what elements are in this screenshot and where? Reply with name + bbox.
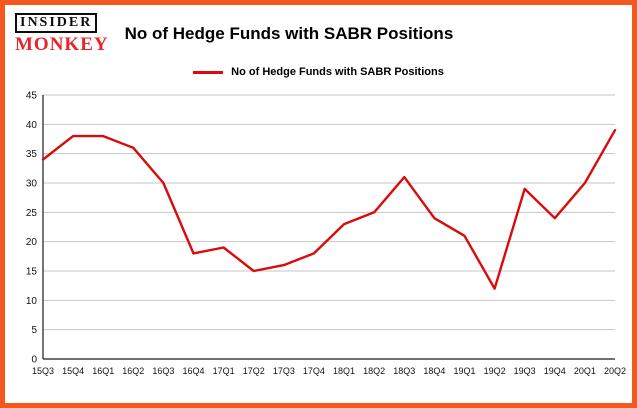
svg-text:16Q3: 16Q3	[152, 366, 174, 376]
svg-text:15Q4: 15Q4	[62, 366, 84, 376]
svg-text:40: 40	[26, 120, 38, 131]
svg-text:19Q2: 19Q2	[484, 366, 506, 376]
svg-text:19Q4: 19Q4	[544, 366, 566, 376]
legend: No of Hedge Funds with SABR Positions	[5, 66, 632, 78]
svg-text:19Q3: 19Q3	[514, 366, 536, 376]
svg-text:20Q2: 20Q2	[604, 366, 626, 376]
svg-text:5: 5	[31, 325, 37, 336]
svg-text:35: 35	[26, 149, 38, 160]
svg-text:20: 20	[26, 237, 38, 248]
svg-text:18Q3: 18Q3	[393, 366, 415, 376]
header: INSIDER MONKEY No of Hedge Funds with SA…	[5, 5, 632, 54]
logo-monkey-text: MONKEY	[15, 34, 109, 55]
svg-text:17Q2: 17Q2	[243, 366, 265, 376]
svg-text:10: 10	[26, 296, 38, 307]
svg-text:18Q2: 18Q2	[363, 366, 385, 376]
insider-monkey-logo: INSIDER MONKEY	[15, 13, 109, 54]
svg-text:17Q1: 17Q1	[213, 366, 235, 376]
svg-text:18Q4: 18Q4	[423, 366, 445, 376]
svg-text:25: 25	[26, 208, 38, 219]
logo-insider-text: INSIDER	[15, 13, 98, 33]
chart-area: 0 5 10 15 20 25 30 35 40 45 15Q3 15Q4 16Q1 16Q2 16Q3 16…	[9, 85, 628, 399]
svg-text:45: 45	[26, 91, 38, 102]
line-chart: 0 5 10 15 20 25 30 35 40 45 15Q3 15Q4 16Q1 16Q2 16Q3 16…	[26, 91, 626, 377]
svg-text:17Q3: 17Q3	[273, 366, 295, 376]
svg-text:16Q2: 16Q2	[122, 366, 144, 376]
svg-text:15Q3: 15Q3	[32, 366, 54, 376]
svg-text:20Q1: 20Q1	[574, 366, 596, 376]
svg-text:17Q4: 17Q4	[303, 366, 325, 376]
chart-title: No of Hedge Funds with SABR Positions	[124, 23, 454, 43]
svg-text:16Q1: 16Q1	[92, 366, 114, 376]
legend-line-swatch	[193, 70, 224, 74]
svg-text:30: 30	[26, 179, 38, 190]
svg-text:19Q1: 19Q1	[453, 366, 475, 376]
svg-text:15: 15	[26, 267, 38, 278]
svg-text:0: 0	[31, 355, 37, 366]
svg-text:16Q4: 16Q4	[183, 366, 205, 376]
svg-text:18Q1: 18Q1	[333, 366, 355, 376]
legend-label: No of Hedge Funds with SABR Positions	[231, 66, 444, 78]
